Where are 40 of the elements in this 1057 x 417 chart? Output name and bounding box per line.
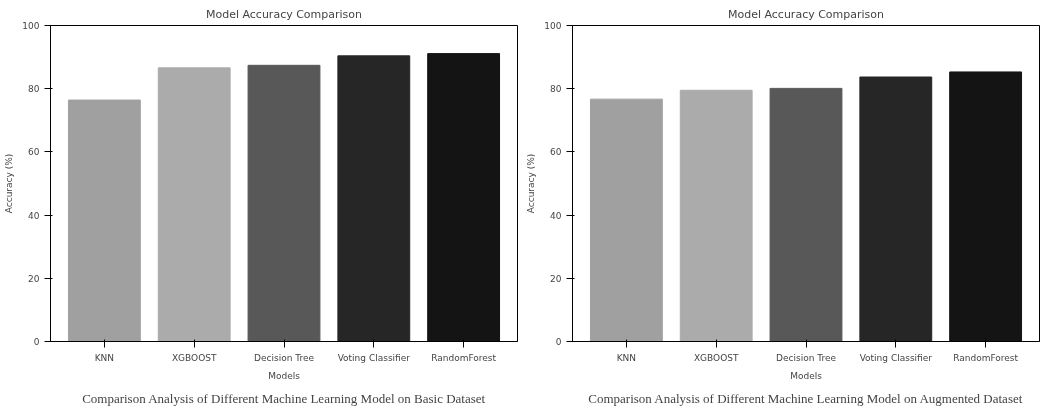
y-tick-label: 80 — [28, 84, 40, 95]
y-tick-label: 100 — [22, 21, 40, 31]
bar — [67, 99, 141, 342]
x-tick-label: Voting Classifier — [337, 352, 411, 363]
bar — [589, 98, 663, 342]
bar — [427, 53, 501, 342]
x-tick-label: RandomForest — [953, 352, 1019, 363]
y-tick-label: 20 — [28, 273, 40, 284]
y-axis-title: Accuracy (%) — [4, 153, 15, 214]
chart-title: Model Accuracy Comparison — [727, 7, 885, 21]
x-axis-title: Models — [790, 370, 823, 381]
chart-title: Model Accuracy Comparison — [205, 7, 363, 21]
y-tick-label: 80 — [550, 84, 562, 95]
y-axis-title: Accuracy (%) — [526, 153, 537, 214]
bar — [859, 76, 933, 342]
y-tick-label: 100 — [544, 21, 562, 31]
x-tick-label: Decision Tree — [254, 352, 315, 363]
bar — [949, 71, 1023, 342]
x-tick-label: Decision Tree — [776, 352, 837, 363]
x-tick-label: RandomForest — [431, 352, 497, 363]
y-tick-label: 0 — [33, 337, 40, 347]
bar — [247, 64, 321, 342]
x-tick-label: KNN — [616, 352, 637, 363]
bar — [769, 87, 843, 342]
x-tick-label: XGBOOST — [171, 352, 217, 363]
y-tick-label: 60 — [550, 147, 562, 158]
y-tick-label: 60 — [28, 147, 40, 158]
x-tick-label: Voting Classifier — [859, 352, 933, 363]
y-tick-label: 40 — [550, 210, 562, 221]
x-tick-label: XGBOOST — [693, 352, 739, 363]
y-tick-label: 0 — [555, 337, 562, 347]
y-tick-label: 40 — [28, 210, 40, 221]
bar — [337, 55, 411, 342]
bar — [157, 67, 231, 342]
bar — [679, 89, 753, 342]
x-axis-title: Models — [268, 370, 301, 381]
text: Comparison Analysis of Different Machine Learning Model on Augmented Dataset — [588, 390, 1023, 406]
text: Comparison Analysis of Different Machine Learning Model on Basic Dataset — [82, 390, 486, 406]
y-tick-label: 20 — [550, 273, 562, 284]
x-tick-label: KNN — [94, 352, 115, 363]
